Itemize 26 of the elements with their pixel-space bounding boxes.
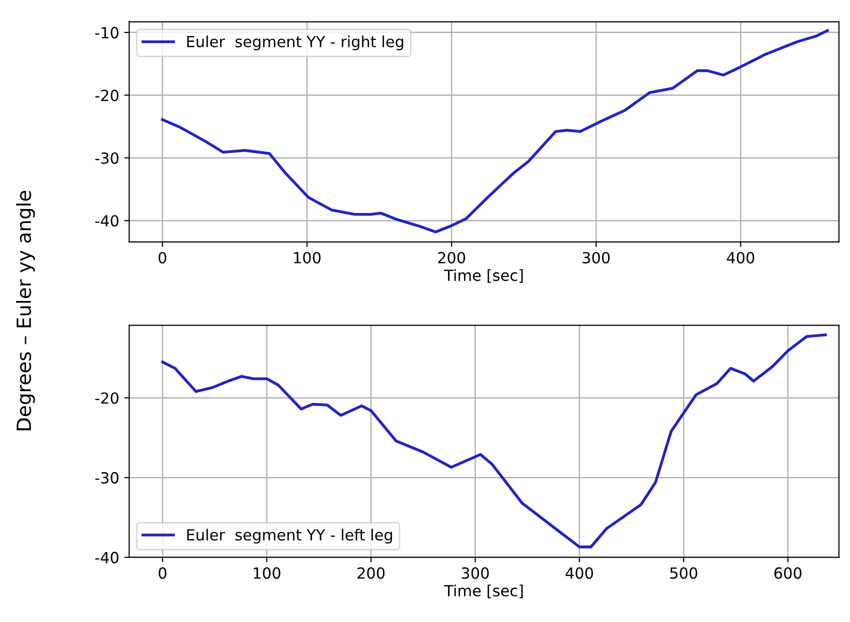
y-tick-label: -20	[95, 392, 118, 404]
x-tick-label: 500	[670, 567, 698, 579]
x-tick-label: 200	[438, 252, 466, 264]
x-tick-label: 100	[294, 252, 321, 264]
x-tick-label: 300	[582, 252, 610, 264]
x-tick-label: 0	[158, 252, 166, 264]
y-axis-title: Degrees – Euler yy angle	[16, 190, 35, 430]
y-tick-label: -30	[95, 472, 118, 484]
y-tick-label: -40	[95, 215, 118, 227]
y-tick-label: -40	[95, 552, 118, 564]
legend-label: Euler segment YY - right leg	[187, 36, 404, 50]
x-tick-label: 0	[158, 567, 166, 579]
x-axis-title: Time [sec]	[444, 269, 523, 283]
y-tick-label: -20	[95, 90, 118, 102]
x-tick-label: 100	[254, 567, 280, 579]
x-tick-label: 200	[358, 567, 385, 579]
x-tick-label: 400	[566, 567, 594, 579]
x-tick-label: 400	[726, 252, 754, 264]
line-series	[161, 333, 827, 548]
x-tick-label: 600	[774, 567, 802, 579]
x-tick-label: 300	[462, 567, 489, 579]
x-axis-title: Time [sec]	[444, 584, 523, 598]
y-tick-label: -10	[95, 26, 118, 38]
y-tick-label: -30	[95, 152, 118, 164]
legend-label: Euler segment YY - left leg	[187, 528, 392, 544]
line-series	[161, 29, 829, 234]
